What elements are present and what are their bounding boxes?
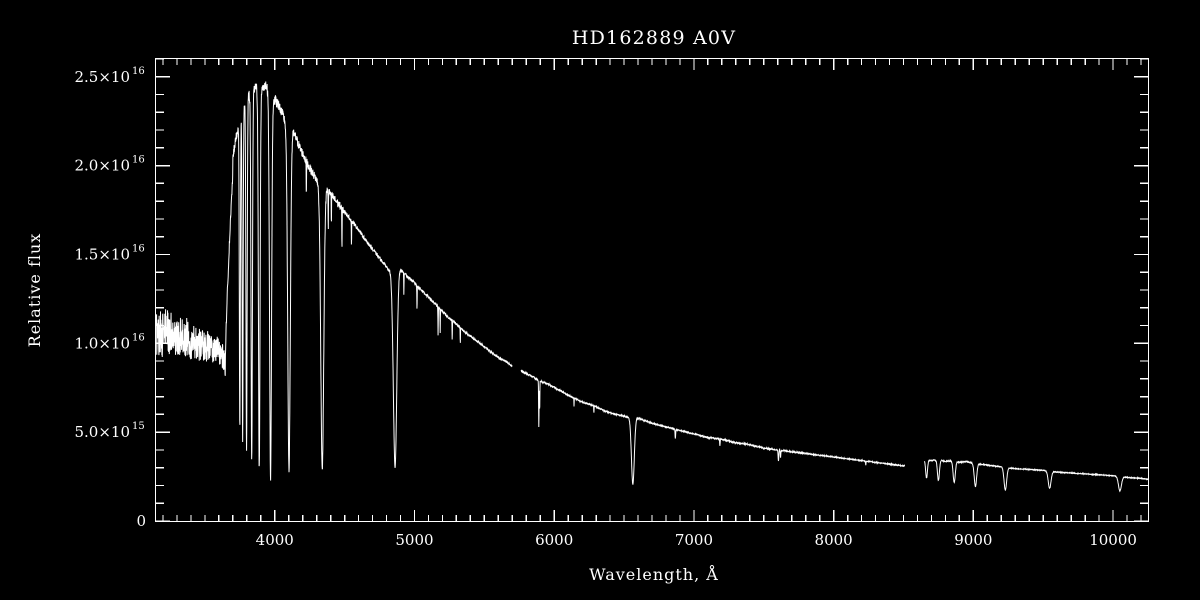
y-axis-title: Relative flux bbox=[25, 233, 44, 348]
x-tick-label: 10000 bbox=[1089, 531, 1137, 549]
x-tick-label: 6000 bbox=[535, 531, 573, 549]
spectrum-trace bbox=[924, 458, 1149, 493]
y-tick-label: 2.0×10 16 bbox=[74, 155, 144, 175]
x-tick-label: 9000 bbox=[954, 531, 992, 549]
plot-title: HD162889 A0V bbox=[572, 27, 736, 49]
y-tick-label-text: 2.0×10 bbox=[74, 157, 130, 175]
y-tick-label-exponent: 16 bbox=[132, 332, 145, 343]
y-tick-label: 1.0×10 16 bbox=[74, 332, 144, 352]
y-tick-label: 2.5×10 16 bbox=[74, 66, 144, 86]
y-tick-label-text: 2.5×10 bbox=[74, 68, 130, 86]
plot-frame bbox=[154, 57, 1150, 523]
y-tick-label-exponent: 15 bbox=[132, 421, 145, 432]
x-tick-label: 4000 bbox=[256, 531, 294, 549]
x-tick-label: 7000 bbox=[675, 531, 713, 549]
y-tick-label-text: 5.0×10 bbox=[74, 423, 130, 441]
spectrum-trace bbox=[520, 369, 906, 485]
y-tick-label-text: 1.5×10 bbox=[74, 245, 130, 263]
y-tick-label: 5.0×10 15 bbox=[74, 421, 144, 441]
spectrum-trace bbox=[155, 81, 513, 481]
x-axis-ticks bbox=[162, 59, 1142, 521]
spectrum-trace-group bbox=[155, 81, 1149, 493]
x-axis-tick-labels: 4000 5000 6000 7000 8000 9000 10000 bbox=[256, 531, 1137, 549]
y-tick-label: 1.5×10 16 bbox=[74, 243, 144, 263]
y-tick-label-exponent: 16 bbox=[132, 155, 145, 166]
y-axis-tick-labels: 05.0×10 151.0×10 161.5×10 162.0×10 162.5×10 1… bbox=[74, 66, 146, 530]
x-tick-label: 8000 bbox=[815, 531, 853, 549]
y-tick-label-text: 1.0×10 bbox=[74, 334, 130, 352]
x-axis-title: Wavelength, Å bbox=[589, 564, 719, 584]
y-tick-label-exponent: 16 bbox=[132, 243, 145, 254]
x-tick-label: 5000 bbox=[395, 531, 433, 549]
y-tick-label-exponent: 16 bbox=[132, 66, 145, 77]
y-tick-label-text: 0 bbox=[136, 512, 146, 530]
y-axis-ticks bbox=[156, 58, 1148, 522]
y-tick-label: 0 bbox=[136, 512, 146, 530]
